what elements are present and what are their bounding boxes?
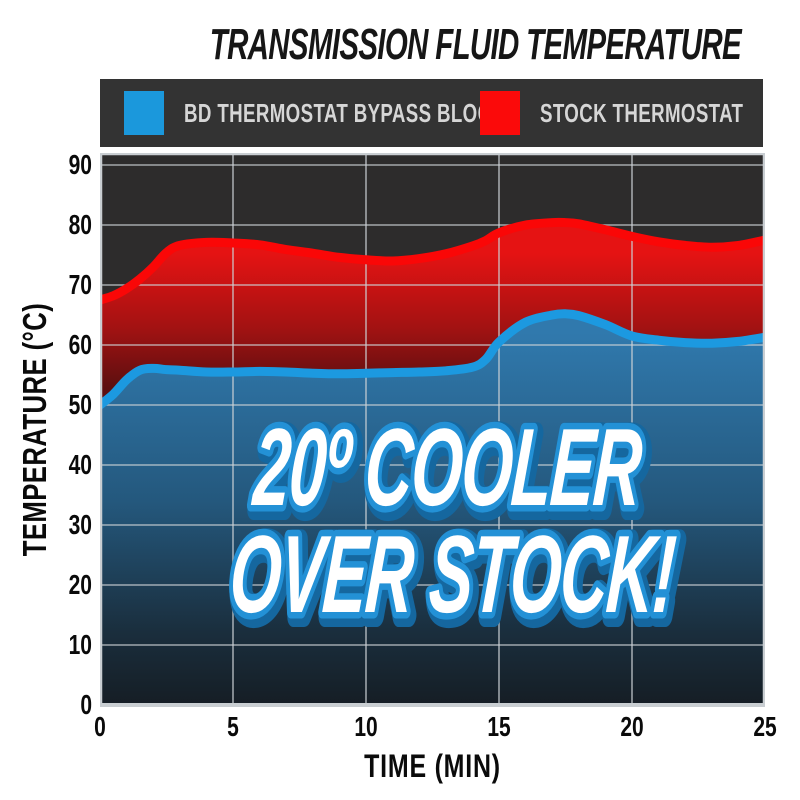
- bd-thermostat-line: [100, 309, 765, 410]
- y-tick-label: 0: [80, 689, 92, 720]
- legend-swatch-blue: [124, 91, 164, 135]
- x-tick-label: 5: [227, 711, 239, 742]
- legend-swatch-red: [480, 91, 520, 135]
- y-tick-label: 90: [68, 149, 92, 180]
- annotation-line: OVER STOCK!: [227, 514, 679, 636]
- x-tick-label: 15: [487, 711, 511, 742]
- y-tick-label: 20: [68, 569, 92, 600]
- y-tick-label: 50: [68, 389, 92, 420]
- y-tick-label: 70: [68, 269, 92, 300]
- legend-label-stock-thermostat: STOCK THERMOSTAT: [540, 97, 744, 128]
- y-tick-label: 80: [68, 209, 92, 240]
- y-axis-title-text: TEMPERATURE (°C): [16, 303, 53, 557]
- y-axis-title: TEMPERATURE (°C): [16, 153, 56, 707]
- y-tick-label: 10: [68, 629, 92, 660]
- annotation-outline: 20º COOLER: [252, 411, 648, 533]
- y-tick-label: 30: [68, 509, 92, 540]
- legend-label-bd-thermostat: BD THERMOSTAT BYPASS BLOCK: [184, 97, 506, 128]
- legend-bar: BD THERMOSTAT BYPASS BLOCK STOCK THERMOS…: [100, 79, 763, 147]
- y-tick-label: 40: [68, 449, 92, 480]
- x-tick-label: 25: [753, 711, 777, 742]
- annotation-line: 20º COOLER: [249, 407, 645, 529]
- blue-area: [100, 313, 765, 707]
- x-tick-label: 20: [620, 711, 644, 742]
- chart-title: TRANSMISSION FLUID TEMPERATURE: [209, 20, 742, 69]
- x-axis-title: TIME (MIN): [364, 748, 501, 784]
- stock-thermostat-line: [100, 217, 765, 305]
- annotation-outline: OVER STOCK!: [230, 518, 682, 640]
- x-tick-label: 10: [354, 711, 378, 742]
- x-tick-label: 0: [94, 711, 106, 742]
- y-tick-label: 60: [68, 329, 92, 360]
